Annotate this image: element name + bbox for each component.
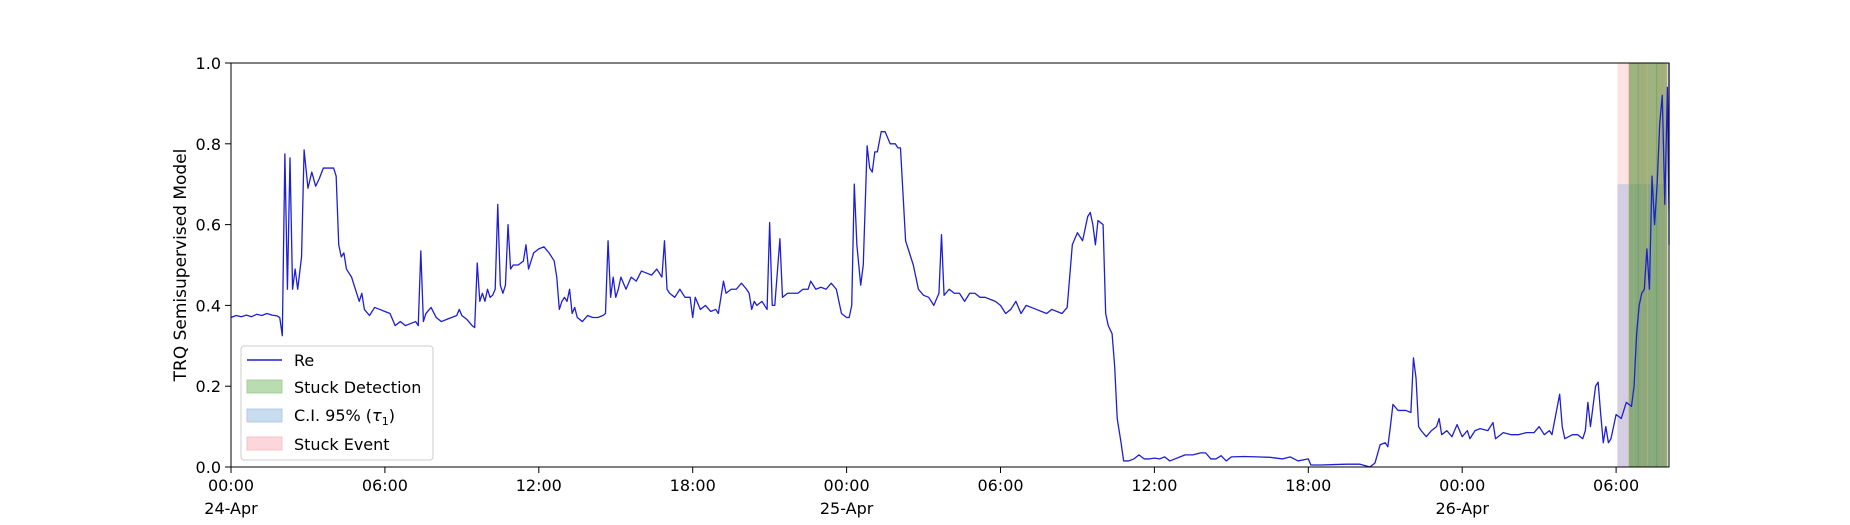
series-line-re: [230, 63, 1670, 468]
legend-label-stuck-event: Stuck Event: [294, 435, 390, 454]
series-layer: [230, 63, 1670, 468]
legend-swatch-ci: [246, 408, 283, 423]
x-tick-label: 18:00: [1285, 476, 1331, 495]
plot-frame: [230, 62, 1670, 468]
y-tick-label: 0.0: [196, 458, 221, 477]
legend-label-ci: C.I. 95% (τ1): [294, 406, 395, 428]
x-tick-label: 06:00: [1593, 476, 1639, 495]
legend-label-re: Re: [294, 351, 314, 370]
legend-swatch-stuck-event: [246, 436, 283, 451]
y-axis: 0.0 0.2 0.4 0.6 0.8 1.0: [196, 54, 231, 477]
x-tick-year: 1900: [211, 522, 252, 525]
x-tick-date: 24-Apr: [204, 499, 258, 518]
x-axis: 00:00 24-Apr 1900 06:00 12:00 18:00 00:00 25-Ap…: [204, 467, 1639, 525]
x-tick-label: 06:00: [362, 476, 408, 495]
y-tick-label: 0.2: [196, 377, 221, 396]
legend-label-ci-tau: τ: [372, 406, 382, 425]
x-tick-label: 12:00: [516, 476, 562, 495]
x-tick-label: 06:00: [977, 476, 1023, 495]
y-axis-label: TRQ Semisupervised Model: [171, 149, 191, 383]
y-tick-label: 0.4: [196, 296, 221, 315]
legend-box: [240, 345, 434, 461]
x-tick-date: 25-Apr: [820, 499, 874, 518]
x-tick-label: 12:00: [1131, 476, 1177, 495]
x-tick-label: 00:00: [208, 476, 254, 495]
x-tick-label: 00:00: [1439, 476, 1485, 495]
y-tick-label: 1.0: [196, 54, 221, 73]
y-tick-label: 0.6: [196, 216, 221, 235]
legend-label-ci-end: ): [389, 406, 395, 425]
x-tick-label: 00:00: [824, 476, 870, 495]
legend-label-ci-sub: 1: [382, 415, 389, 428]
legend: Re Stuck Detection C.I. 95% (τ1) Stuck E…: [240, 345, 434, 461]
y-tick-label: 0.8: [196, 135, 221, 154]
legend-swatch-stuck-detection: [246, 379, 283, 394]
x-tick-date: 26-Apr: [1435, 499, 1489, 518]
x-tick-label: 18:00: [670, 476, 716, 495]
legend-label-stuck-detection: Stuck Detection: [294, 378, 421, 397]
legend-label-ci-main: C.I. 95% (: [294, 406, 372, 425]
